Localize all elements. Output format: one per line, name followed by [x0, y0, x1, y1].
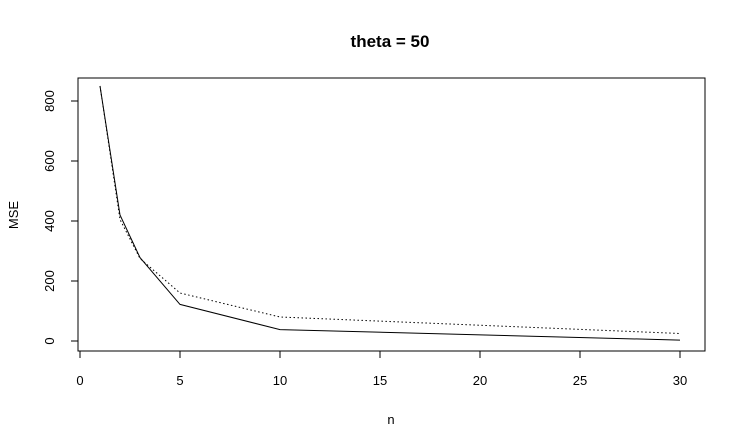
x-tick-label: 5	[176, 373, 183, 388]
x-tick-label: 0	[76, 373, 83, 388]
series-layer	[99, 85, 681, 341]
x-tick-label: 10	[273, 373, 287, 388]
y-axis-label: MSE	[6, 201, 21, 230]
series-line-dotted	[99, 85, 681, 334]
y-tick-label: 0	[42, 337, 57, 344]
x-tick-label: 25	[573, 373, 587, 388]
x-tick-label: 20	[473, 373, 487, 388]
y-tick-label: 800	[42, 90, 57, 112]
y-tick-label: 400	[42, 210, 57, 232]
x-axis: 0 5 10 15 20 25 30	[76, 350, 687, 388]
y-tick-label: 600	[42, 150, 57, 172]
plot-box	[77, 77, 706, 352]
x-tick-label: 15	[373, 373, 387, 388]
y-axis: 0 200 400 600 800	[42, 90, 79, 345]
chart-title: theta = 50	[351, 32, 430, 51]
series-line-solid	[99, 85, 681, 341]
x-axis-label: n	[387, 412, 394, 427]
x-tick-label: 30	[673, 373, 687, 388]
y-tick-label: 200	[42, 270, 57, 292]
